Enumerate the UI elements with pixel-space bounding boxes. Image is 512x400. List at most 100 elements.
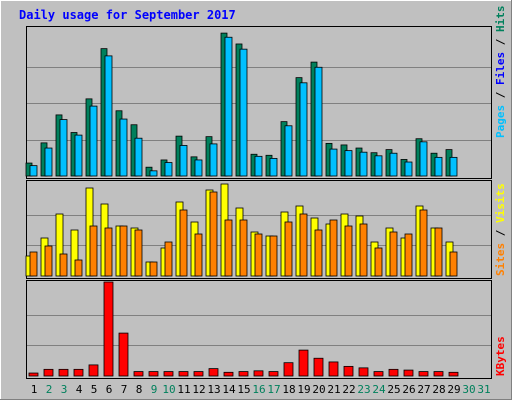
visits-bar: [70, 229, 79, 277]
kbytes-bar: [148, 371, 159, 377]
kbytes-bar-body: [313, 357, 324, 377]
kbytes-bar: [223, 371, 234, 377]
kbytes-bar: [313, 357, 324, 377]
kbytes-bar-body: [163, 371, 174, 377]
sites-bar: [314, 229, 323, 277]
files-bar: [74, 134, 83, 177]
sites-bar-body: [209, 191, 218, 277]
sites-bar-body: [164, 241, 173, 277]
sites-bar: [224, 219, 233, 277]
kbytes-bar-body: [328, 361, 339, 377]
sites-bar: [179, 209, 188, 277]
kbytes-bar-body: [103, 281, 114, 377]
kbytes-bar-body: [388, 368, 399, 377]
files-bar: [89, 105, 98, 177]
files-bar-body: [449, 156, 458, 177]
sites-bar: [164, 241, 173, 277]
kbytes-bar-body: [133, 371, 144, 377]
files-bar: [434, 156, 443, 177]
kbytes-bar-body: [298, 349, 309, 377]
files-bar: [389, 152, 398, 177]
sites-bar-body: [59, 253, 68, 277]
sites-bar-body: [284, 221, 293, 277]
legend-separator: /: [494, 223, 507, 243]
kbytes-bar-body: [433, 371, 444, 377]
files-bar: [419, 141, 428, 177]
sites-bar-body: [74, 259, 83, 277]
chart-title: Daily usage for September 2017: [19, 8, 236, 22]
kbytes-bar-body: [28, 372, 39, 377]
files-bar: [314, 66, 323, 177]
x-tick-label: 19: [297, 383, 310, 396]
files-bar: [164, 162, 173, 177]
files-bar-body: [269, 157, 278, 177]
files-bar-body: [374, 155, 383, 177]
files-bar: [134, 137, 143, 177]
kbytes-bar: [448, 371, 459, 377]
files-bar-body: [134, 137, 143, 177]
kbytes-bar-body: [193, 371, 204, 377]
sites-bar-body: [29, 251, 38, 277]
sites-bar-body: [359, 223, 368, 277]
x-tick-label: 2: [46, 383, 53, 396]
sites-bar-body: [239, 219, 248, 277]
files-bar: [44, 147, 53, 177]
files-bar: [149, 170, 158, 177]
sites-bar-body: [374, 247, 383, 277]
files-bar-body: [164, 162, 173, 177]
files-bar: [224, 36, 233, 177]
x-tick-label: 25: [387, 383, 400, 396]
panel-hits_files_pages: [25, 26, 492, 179]
panel-kbytes: [26, 280, 492, 379]
legend-sites-visits-sites: Sites: [494, 243, 507, 276]
x-tick-label: 23: [357, 383, 370, 396]
kbytes-bar: [118, 332, 129, 377]
sites-bar-body: [389, 231, 398, 277]
legend-hits-files-pages-pages: Pages: [494, 105, 507, 138]
x-tick-label: 1: [31, 383, 38, 396]
kbytes-bar-body: [118, 332, 129, 377]
x-tick-label: 15: [237, 383, 250, 396]
sites-bar: [44, 245, 53, 277]
x-tick-label: 31: [477, 383, 490, 396]
sites-bar: [149, 261, 158, 277]
x-tick-label: 12: [192, 383, 205, 396]
kbytes-bar-body: [403, 369, 414, 377]
kbytes-bar-body: [358, 367, 369, 377]
sites-bar: [29, 251, 38, 277]
kbytes-bar: [373, 371, 384, 377]
files-bar: [374, 155, 383, 177]
kbytes-bar-body: [223, 371, 234, 377]
files-bar: [359, 151, 368, 177]
sites-bar: [434, 227, 443, 277]
kbytes-bar: [193, 371, 204, 377]
kbytes-bar: [358, 367, 369, 377]
files-bar: [284, 125, 293, 177]
files-bar: [239, 48, 248, 177]
sites-bar-body: [314, 229, 323, 277]
sites-bar: [389, 231, 398, 277]
sites-bar-body: [404, 233, 413, 277]
sites-bar: [344, 225, 353, 277]
visits-bar-body: [70, 229, 79, 277]
files-bar-body: [404, 161, 413, 177]
files-bar: [449, 156, 458, 177]
x-tick-label: 10: [162, 383, 175, 396]
kbytes-bar-body: [268, 371, 279, 377]
kbytes-bar: [208, 368, 219, 377]
kbytes-bar: [73, 368, 84, 377]
files-bar: [404, 161, 413, 177]
sites-bar: [374, 247, 383, 277]
sites-bar: [359, 223, 368, 277]
files-bar-body: [209, 143, 218, 177]
x-tick-label: 26: [402, 383, 415, 396]
visits-bar-body: [55, 213, 64, 277]
kbytes-bar: [28, 372, 39, 377]
sites-bar: [239, 219, 248, 277]
files-bar-body: [434, 156, 443, 177]
sites-bar-body: [419, 209, 428, 277]
sites-bar-body: [329, 219, 338, 277]
files-bar-body: [119, 118, 128, 177]
